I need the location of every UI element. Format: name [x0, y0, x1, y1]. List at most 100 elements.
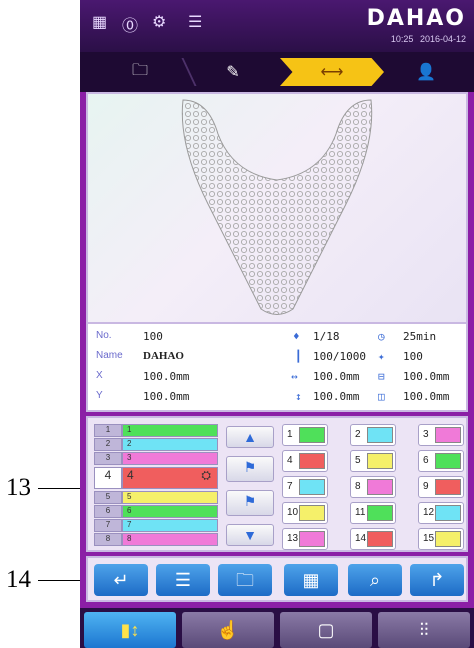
sequence-needle: 2	[122, 438, 218, 451]
needle-bar-icon: ⫶⫶	[419, 620, 429, 640]
mode-bar: ▮↕ ☝ ▢ ⫶⫶	[80, 608, 474, 648]
sequence-row[interactable]: 5 5	[94, 491, 218, 504]
speed-icon: ⓪	[122, 18, 139, 35]
search-icon: ⌕	[369, 570, 381, 590]
needle-cell[interactable]: 11	[350, 502, 396, 524]
scroll-up-button[interactable]: ▲	[226, 426, 274, 448]
sequence-row[interactable]: 3 3	[94, 452, 218, 465]
frame-width-value: 100.0mm	[403, 370, 450, 383]
needle-cell[interactable]: 3	[418, 424, 464, 446]
needle-cell[interactable]: 8	[350, 476, 396, 498]
folder-button[interactable]: 🗀	[218, 564, 272, 596]
step-folder-pattern[interactable]: 🗀	[110, 58, 170, 86]
needle-cell[interactable]: 5	[350, 450, 396, 472]
pattern-preview[interactable]	[86, 92, 468, 324]
search-button[interactable]: ⌕	[348, 564, 402, 596]
needle-cell[interactable]: 1	[282, 424, 328, 446]
needle-cell[interactable]: 13	[282, 528, 328, 550]
sequence-number: 6	[94, 505, 122, 518]
brand-logo: DAHAO	[366, 6, 466, 31]
sequence-row[interactable]: 7 7	[94, 519, 218, 532]
needle-color-swatch	[435, 479, 461, 495]
clock-icon: ◷	[378, 330, 385, 343]
needle-cell[interactable]: 15	[418, 528, 464, 550]
needle-number: 3	[423, 429, 429, 440]
return-button[interactable]: ↵	[94, 564, 148, 596]
sequence-row[interactable]: 1 1	[94, 424, 218, 437]
sequence-row[interactable]: 2 2	[94, 438, 218, 451]
delete-color-button[interactable]: ⚑	[226, 490, 274, 516]
list-button[interactable]: ☰	[156, 564, 210, 596]
height-value: 100.0mm	[313, 390, 360, 403]
needle-sequence-mode-button[interactable]: ▮↕	[84, 612, 176, 648]
needle-number: 13	[287, 533, 299, 544]
needle-cell[interactable]: 7	[282, 476, 328, 498]
sequence-number: 4	[94, 467, 122, 489]
needle-number: 4	[287, 455, 293, 466]
step-edit-pattern[interactable]: ✎	[198, 58, 268, 86]
name-value: DAHAO	[143, 350, 184, 362]
needle-bar-mode-button[interactable]: ⫶⫶	[378, 612, 470, 648]
annotation-13-leader	[38, 488, 90, 489]
frame-icon: ▢	[317, 620, 335, 640]
sequence-number: 8	[94, 533, 122, 546]
needle-number: 10	[287, 507, 299, 518]
stitch-count: 100/1000	[313, 350, 366, 363]
scroll-down-button[interactable]: ▼	[226, 524, 274, 546]
needle-number: 9	[423, 481, 429, 492]
needle-number: 7	[287, 481, 293, 492]
operator-icon: 👤	[416, 64, 436, 81]
sequence-number: 7	[94, 519, 122, 532]
needle-cell[interactable]: 14	[350, 528, 396, 550]
insert-color-button[interactable]: ⚑	[226, 456, 274, 482]
arrow-up-icon: ▲	[243, 429, 257, 445]
color-count-icon: ♦	[293, 330, 300, 343]
needle-number: 6	[423, 455, 429, 466]
return-icon: ↵	[113, 570, 129, 590]
needle-cell[interactable]: 4	[282, 450, 328, 472]
needle-cell[interactable]: 10	[282, 502, 328, 524]
needle-color-swatch	[435, 427, 461, 443]
sequence-row[interactable]: 6 6	[94, 505, 218, 518]
step-embroidery-frame[interactable]: ⟷	[280, 58, 384, 86]
needle-number: 8	[355, 481, 361, 492]
sequence-needle: 7	[122, 519, 218, 532]
needle-cell[interactable]: 12	[418, 502, 464, 524]
needle-color-swatch	[367, 505, 393, 521]
needle-cell[interactable]: 9	[418, 476, 464, 498]
needle-cell[interactable]: 2	[350, 424, 396, 446]
sequence-needle: 6	[122, 505, 218, 518]
next-button[interactable]: ↱	[410, 564, 464, 596]
needle-color-swatch	[435, 531, 461, 547]
sequence-row[interactable]: 8 8	[94, 533, 218, 546]
needle-color-swatch	[299, 427, 325, 443]
list-icon: ☰	[174, 570, 192, 590]
needle-number: 15	[423, 533, 435, 544]
sequence-number: 2	[94, 438, 122, 451]
sequence-row-selected[interactable]: 4 4 ⛭	[94, 467, 218, 489]
time: 10:25	[390, 34, 414, 44]
head-icon: ☰	[188, 14, 203, 31]
frame-mode-button[interactable]: ▢	[280, 612, 372, 648]
step-bar: 🗀 ✎ ⟷ 👤	[80, 52, 474, 92]
needle-color-swatch	[367, 479, 393, 495]
needle-number: 1	[287, 429, 293, 440]
color-count: 1/18	[313, 330, 340, 343]
frame-width-icon: ⊟	[378, 370, 385, 383]
annotation-14-leader	[38, 580, 90, 581]
manual-mode-button[interactable]: ☝	[182, 612, 274, 648]
status-header: ▦ ⓪ ⚙ ☰ DAHAO 10:25 2016-04-12	[80, 0, 474, 52]
needle-cell[interactable]: 6	[418, 450, 464, 472]
step-operator[interactable]: 👤	[396, 58, 456, 86]
arrow-down-icon: ▼	[243, 527, 257, 543]
sequence-needle: 4 ⛭	[122, 467, 218, 489]
x-value: 100.0mm	[143, 370, 190, 383]
needle-sequence-icon: ▮↕	[120, 620, 140, 640]
color-setting-button[interactable]: ▦	[284, 564, 338, 596]
annotation-13: 13	[6, 474, 31, 501]
frame-height-value: 100.0mm	[403, 390, 450, 403]
needle-color-swatch	[367, 453, 393, 469]
width-icon: ↔	[291, 370, 298, 383]
needle-color-swatch	[299, 531, 325, 547]
name-label: Name	[96, 350, 123, 361]
